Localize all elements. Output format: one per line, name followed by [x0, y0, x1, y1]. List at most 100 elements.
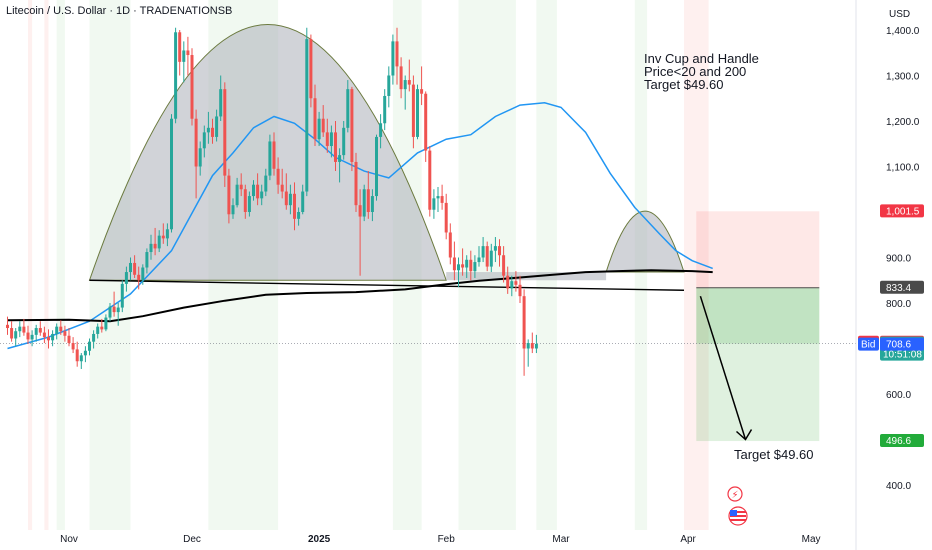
candle[interactable] [170, 114, 173, 233]
candle[interactable] [473, 255, 477, 278]
candle[interactable] [83, 346, 87, 363]
candle[interactable] [395, 27, 399, 85]
candle[interactable] [116, 303, 120, 326]
candle[interactable] [534, 334, 538, 354]
candle[interactable] [440, 184, 444, 210]
candle[interactable] [235, 177, 239, 208]
candle[interactable] [370, 189, 374, 222]
candle[interactable] [317, 111, 321, 147]
candle[interactable] [108, 303, 112, 322]
candle[interactable] [92, 330, 96, 349]
candle[interactable] [518, 275, 522, 303]
candle[interactable] [137, 266, 141, 290]
candle[interactable] [375, 134, 378, 201]
candle[interactable] [391, 34, 395, 85]
candle[interactable] [465, 255, 469, 278]
candle[interactable] [424, 91, 428, 162]
candle[interactable] [59, 320, 63, 335]
candle[interactable] [79, 353, 83, 369]
candle[interactable] [96, 323, 100, 339]
candle[interactable] [313, 84, 317, 147]
candle[interactable] [489, 243, 493, 273]
candle[interactable] [403, 75, 407, 110]
candle[interactable] [530, 332, 534, 354]
candle[interactable] [75, 341, 79, 367]
candle[interactable] [411, 75, 415, 149]
candle[interactable] [104, 314, 108, 332]
candle[interactable] [268, 134, 272, 181]
candle[interactable] [260, 184, 264, 206]
candle[interactable] [190, 48, 194, 126]
candle[interactable] [448, 223, 452, 265]
candle[interactable] [145, 248, 149, 274]
candle[interactable] [383, 89, 387, 131]
candle[interactable] [227, 168, 231, 224]
candle[interactable] [350, 86, 354, 172]
candle[interactable] [510, 275, 514, 297]
candle[interactable] [305, 27, 309, 197]
candle[interactable] [129, 257, 132, 281]
candle[interactable] [325, 118, 329, 153]
candle[interactable] [399, 57, 403, 99]
candle[interactable] [342, 121, 346, 160]
candle[interactable] [100, 318, 104, 333]
candle[interactable] [124, 266, 128, 292]
candle[interactable] [334, 121, 337, 172]
candle[interactable] [47, 329, 50, 349]
candle[interactable] [112, 291, 116, 317]
candle[interactable] [174, 27, 178, 124]
candle[interactable] [428, 146, 432, 217]
candle[interactable] [63, 325, 67, 342]
candle[interactable] [178, 30, 182, 76]
candle[interactable] [366, 171, 370, 219]
candle[interactable] [444, 193, 448, 240]
candle[interactable] [264, 168, 268, 197]
candle[interactable] [321, 105, 325, 137]
candle[interactable] [206, 111, 210, 144]
candle[interactable] [436, 186, 440, 212]
candle[interactable] [338, 148, 342, 183]
candle[interactable] [481, 237, 485, 263]
candle[interactable] [51, 330, 55, 347]
candle[interactable] [231, 198, 235, 219]
candle[interactable] [247, 191, 251, 217]
candle[interactable] [10, 321, 14, 342]
candle[interactable] [252, 180, 255, 201]
candle[interactable] [293, 182, 296, 231]
candle[interactable] [194, 109, 198, 199]
candle[interactable] [256, 173, 260, 206]
candle[interactable] [14, 328, 18, 347]
candle[interactable] [71, 337, 75, 354]
candle[interactable] [461, 248, 465, 276]
candle[interactable] [387, 66, 391, 108]
candle[interactable] [276, 157, 280, 194]
candle[interactable] [38, 321, 42, 336]
candle[interactable] [215, 109, 219, 142]
dividend-icon[interactable] [727, 486, 743, 502]
candle[interactable] [502, 246, 506, 283]
sessions-icons[interactable]: ⚡ [727, 486, 748, 526]
candle[interactable] [477, 246, 481, 267]
candle[interactable] [55, 323, 59, 340]
candle[interactable] [42, 326, 46, 344]
candle[interactable] [354, 152, 358, 212]
candle[interactable] [26, 325, 30, 344]
candle[interactable] [67, 328, 71, 347]
candle[interactable] [141, 264, 145, 285]
time-axis[interactable]: Nov Dec 2025 Feb Mar Apr May [60, 534, 820, 545]
candle[interactable] [301, 184, 305, 215]
candle[interactable] [469, 250, 473, 281]
candle[interactable] [243, 184, 247, 219]
candle[interactable] [30, 330, 34, 347]
candle[interactable] [239, 173, 243, 197]
candle[interactable] [219, 75, 223, 122]
candle[interactable] [416, 84, 419, 140]
candle[interactable] [22, 318, 26, 336]
candle[interactable] [186, 36, 190, 76]
candle[interactable] [165, 223, 169, 247]
candle[interactable] [149, 234, 153, 260]
candle[interactable] [157, 230, 161, 253]
candle[interactable] [514, 271, 518, 292]
candle[interactable] [280, 168, 284, 199]
